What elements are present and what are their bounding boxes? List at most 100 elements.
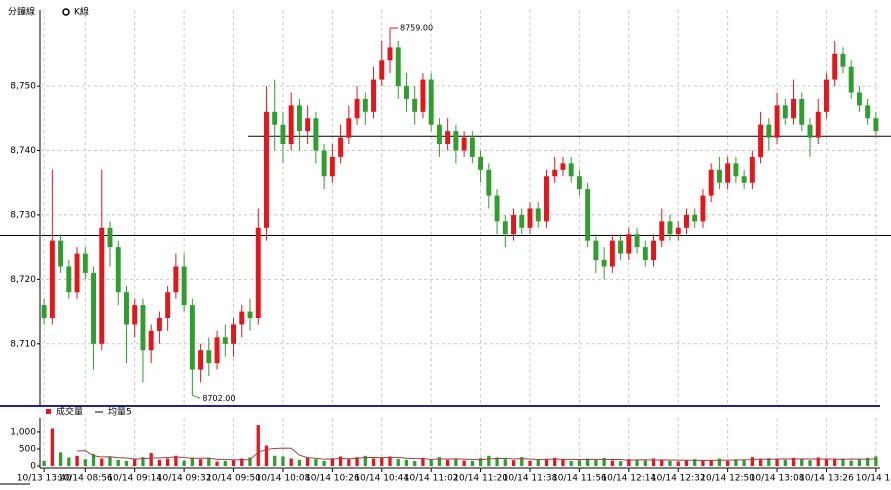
volume-bar [42,460,46,466]
candle-body [280,124,286,145]
candle-body [181,266,187,306]
volume-bar [544,458,549,466]
candle-body [544,176,549,222]
candle-body [387,47,393,61]
candle-body [132,305,138,325]
volume-bar [289,458,293,466]
x-tick-label: 10/14 09:50 [206,474,261,484]
candle-body [115,247,121,293]
volume-bar [857,459,862,466]
candle-body [445,131,451,145]
volume-bar [734,459,738,466]
x-tick-label: 10/14 10:44 [354,474,409,484]
volume-bar [758,459,763,466]
volume-bar [100,458,104,466]
volume-bar [577,460,582,466]
volume-bar [388,456,392,466]
volume-bar [355,457,359,466]
candle-body [222,337,228,344]
volume-bar [487,455,491,466]
x-tick-label: 10/14 10:26 [305,474,360,484]
candle-body [502,221,508,235]
volume-bar [643,460,647,466]
volume-bar [750,457,754,466]
candle-body [873,118,879,132]
candle-body [494,195,500,222]
candle-body [371,79,376,112]
volume-bar [182,460,186,466]
volume-bar [347,459,351,466]
y-tick-label: 1,000 [10,427,36,437]
volume-bar [668,460,672,466]
volume-bar [50,428,54,466]
x-tick-label: 10/14 10:08 [256,474,311,484]
k-tab[interactable]: K線 [74,6,89,18]
volume-bar [215,461,219,466]
volume-bar [462,460,466,466]
x-tick-label: 10/14 09:14 [107,474,162,484]
candle-body [601,260,607,267]
candle-body [766,124,772,138]
candle-body [379,60,385,80]
volume-bar [635,459,639,466]
candle-body [173,266,179,293]
candle-body [741,176,747,183]
candle-body [733,163,739,177]
candle-body [321,150,327,177]
legend-ma: 均量5 [108,406,132,418]
candle-body [692,214,698,222]
candle-body [140,305,146,351]
candle-body [651,240,656,261]
candle-body [593,240,599,261]
candle-body [198,350,204,370]
x-tick-label: 10/14 13:26 [799,474,854,484]
volume-bar [380,457,384,466]
candle-body [99,227,105,344]
candle-body [82,253,88,273]
candle-body [305,118,311,132]
candle-body [799,98,805,125]
volume-bar [124,460,129,466]
volume-bar [58,452,63,466]
volume-bar [651,458,656,466]
y-tick-label: 8,740 [10,146,36,156]
candle-body [832,53,838,80]
k-icon [62,8,70,16]
candle-body [700,195,706,222]
y-tick-label: 8,710 [10,339,36,349]
x-tick-label: 10/14 12:14 [601,474,656,484]
candle-body [346,118,352,138]
candle-body [206,350,212,364]
candle-body [189,305,195,370]
volume-bar [157,459,162,466]
legend-swatch [46,409,51,414]
candle-body [684,214,689,228]
candle-body [824,79,829,112]
volume-bar [791,457,796,466]
candle-body [231,324,236,344]
volume-bar [783,459,787,466]
x-tick-label: 10/14 13:08 [750,474,805,484]
volume-bar [528,460,532,466]
volume-bar [149,453,153,466]
candle-body [585,189,591,241]
candle-body [486,169,492,196]
volume-bar [684,460,689,466]
volume-bar [264,445,269,466]
candle-body [272,111,278,125]
volume-bar [429,459,433,466]
candle-body [66,266,72,293]
volume-bar [404,459,409,466]
volume-bar [248,457,252,466]
candle-body [478,156,484,170]
volume-bar [297,459,302,466]
minute-tab[interactable]: 分鐘線 [8,6,35,18]
y-tick-label: 8,730 [10,210,36,220]
candle-body [791,98,796,119]
volume-bar [207,457,211,466]
candle-body [148,330,154,351]
volume-bar [800,459,804,466]
annotation: 8702.00 [202,394,235,403]
volume-bar [808,460,812,466]
candle-body [420,79,426,112]
